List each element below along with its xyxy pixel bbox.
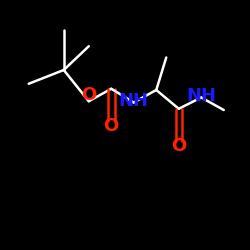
Text: NH: NH [186,87,216,105]
Text: O: O [81,86,96,104]
Text: O: O [171,137,186,155]
Text: NH: NH [119,92,149,110]
Text: O: O [104,117,119,135]
